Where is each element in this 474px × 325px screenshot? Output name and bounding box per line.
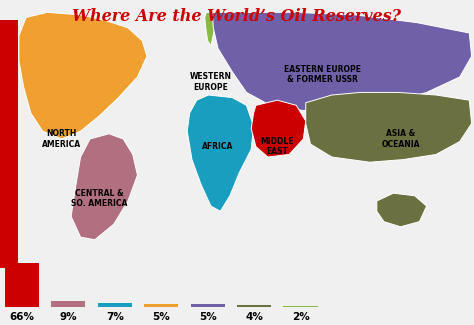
Polygon shape	[205, 12, 216, 46]
Text: 66%: 66%	[9, 312, 34, 322]
Bar	[98, 303, 132, 307]
Bar	[191, 304, 225, 307]
Polygon shape	[251, 100, 306, 157]
Bar	[5, 263, 39, 307]
Polygon shape	[187, 95, 254, 211]
Text: 5%: 5%	[152, 312, 170, 322]
Polygon shape	[19, 12, 147, 139]
Text: 2%: 2%	[292, 312, 310, 322]
Text: 5%: 5%	[199, 312, 217, 322]
Text: AFRICA: AFRICA	[202, 142, 234, 151]
Text: 9%: 9%	[59, 312, 77, 322]
Bar	[0, 20, 18, 268]
Bar	[51, 301, 85, 307]
Text: NORTH
AMERICA: NORTH AMERICA	[42, 129, 81, 149]
Polygon shape	[71, 134, 137, 240]
Text: CENTRAL &
SO. AMERICA: CENTRAL & SO. AMERICA	[72, 189, 128, 208]
Bar	[144, 304, 178, 307]
Text: EASTERN EUROPE
& FORMER USSR: EASTERN EUROPE & FORMER USSR	[284, 65, 361, 84]
Text: 4%: 4%	[245, 312, 263, 322]
Bar	[237, 305, 271, 307]
Polygon shape	[212, 12, 472, 111]
Text: ASIA &
OCEANIA: ASIA & OCEANIA	[381, 129, 420, 149]
Polygon shape	[306, 92, 472, 162]
Text: 7%: 7%	[106, 312, 124, 322]
Text: Where Are the World’s Oil Reserves?: Where Are the World’s Oil Reserves?	[73, 8, 401, 25]
Polygon shape	[377, 193, 427, 227]
Text: MIDDLE
EAST: MIDDLE EAST	[261, 137, 294, 156]
Bar	[283, 306, 318, 307]
Text: WESTERN
EUROPE: WESTERN EUROPE	[190, 72, 232, 92]
